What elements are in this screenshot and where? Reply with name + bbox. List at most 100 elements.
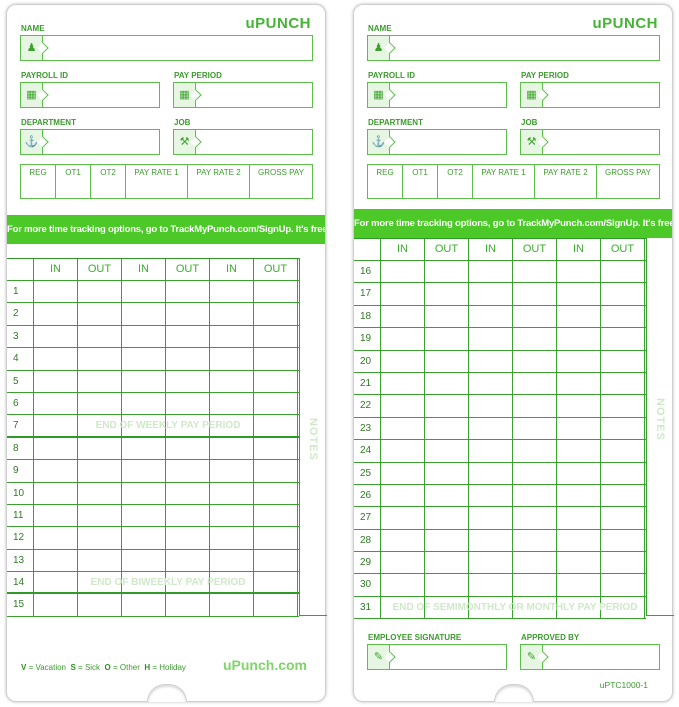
punch-cell[interactable] bbox=[34, 281, 78, 303]
punch-cell[interactable] bbox=[513, 596, 557, 619]
punch-cell[interactable] bbox=[513, 552, 557, 574]
punch-cell[interactable] bbox=[469, 305, 513, 328]
punch-cell[interactable] bbox=[78, 437, 122, 460]
punch-cell[interactable] bbox=[254, 437, 298, 460]
summary-cell[interactable]: OT1 bbox=[403, 165, 438, 198]
punch-cell[interactable] bbox=[557, 484, 601, 507]
employee-signature-field[interactable]: ✎ bbox=[367, 644, 507, 670]
punch-cell[interactable] bbox=[469, 574, 513, 596]
department-field[interactable]: ⚓ bbox=[20, 129, 160, 155]
punch-cell[interactable] bbox=[34, 549, 78, 572]
punch-cell[interactable] bbox=[254, 594, 298, 616]
punch-cell[interactable] bbox=[601, 261, 645, 283]
punch-cell[interactable] bbox=[513, 574, 557, 596]
punch-cell[interactable] bbox=[381, 574, 425, 596]
punch-cell[interactable] bbox=[210, 572, 254, 593]
punch-cell[interactable] bbox=[469, 507, 513, 529]
punch-cell[interactable] bbox=[557, 305, 601, 328]
punch-cell[interactable] bbox=[469, 372, 513, 395]
punch-cell[interactable] bbox=[166, 482, 210, 504]
punch-cell[interactable] bbox=[78, 572, 122, 593]
punch-cell[interactable] bbox=[425, 552, 469, 574]
punch-cell[interactable] bbox=[601, 552, 645, 574]
punch-cell[interactable] bbox=[254, 527, 298, 549]
punch-cell[interactable] bbox=[254, 325, 298, 348]
punch-cell[interactable] bbox=[381, 328, 425, 350]
punch-cell[interactable] bbox=[513, 440, 557, 462]
punch-cell[interactable] bbox=[469, 462, 513, 484]
punch-cell[interactable] bbox=[601, 305, 645, 328]
punch-cell[interactable] bbox=[469, 552, 513, 574]
punch-cell[interactable] bbox=[122, 348, 166, 370]
punch-cell[interactable] bbox=[469, 261, 513, 283]
punch-cell[interactable] bbox=[381, 484, 425, 507]
payroll-id-field[interactable]: ▦ bbox=[20, 82, 160, 108]
punch-cell[interactable] bbox=[166, 370, 210, 392]
punch-cell[interactable] bbox=[425, 283, 469, 305]
punch-cell[interactable] bbox=[166, 392, 210, 415]
punch-cell[interactable] bbox=[469, 529, 513, 552]
punch-cell[interactable] bbox=[210, 437, 254, 460]
punch-cell[interactable] bbox=[469, 395, 513, 417]
punch-cell[interactable] bbox=[210, 370, 254, 392]
pay-period-field[interactable]: ▦ bbox=[520, 82, 660, 108]
summary-cell[interactable]: PAY RATE 2 bbox=[188, 165, 250, 198]
punch-cell[interactable] bbox=[381, 529, 425, 552]
punch-cell[interactable] bbox=[425, 574, 469, 596]
punch-cell[interactable] bbox=[210, 504, 254, 527]
punch-cell[interactable] bbox=[425, 395, 469, 417]
punch-cell[interactable] bbox=[34, 504, 78, 527]
punch-cell[interactable] bbox=[254, 303, 298, 325]
punch-cell[interactable] bbox=[254, 549, 298, 572]
punch-cell[interactable] bbox=[513, 372, 557, 395]
punch-cell[interactable] bbox=[166, 549, 210, 572]
approved-by-field[interactable]: ✎ bbox=[520, 644, 660, 670]
punch-cell[interactable] bbox=[381, 305, 425, 328]
punch-cell[interactable] bbox=[254, 415, 298, 436]
summary-cell[interactable]: GROSS PAY bbox=[258, 168, 304, 177]
punch-cell[interactable] bbox=[122, 415, 166, 436]
punch-cell[interactable] bbox=[254, 482, 298, 504]
punch-cell[interactable] bbox=[210, 594, 254, 616]
punch-cell[interactable] bbox=[601, 596, 645, 619]
summary-cell[interactable]: PAY RATE 1 bbox=[473, 165, 535, 198]
punch-cell[interactable] bbox=[513, 529, 557, 552]
punch-cell[interactable] bbox=[381, 417, 425, 440]
punch-cell[interactable] bbox=[210, 460, 254, 482]
punch-cell[interactable] bbox=[254, 460, 298, 482]
punch-cell[interactable] bbox=[210, 527, 254, 549]
punch-cell[interactable] bbox=[34, 370, 78, 392]
website-link[interactable]: uPunch.com bbox=[222, 657, 307, 673]
punch-cell[interactable] bbox=[513, 507, 557, 529]
punch-cell[interactable] bbox=[425, 305, 469, 328]
punch-cell[interactable] bbox=[210, 415, 254, 436]
punch-cell[interactable] bbox=[122, 482, 166, 504]
punch-cell[interactable] bbox=[122, 370, 166, 392]
punch-cell[interactable] bbox=[601, 328, 645, 350]
punch-cell[interactable] bbox=[425, 440, 469, 462]
punch-cell[interactable] bbox=[381, 440, 425, 462]
punch-cell[interactable] bbox=[210, 392, 254, 415]
payroll-id-field[interactable]: ▦ bbox=[367, 82, 507, 108]
punch-cell[interactable] bbox=[469, 328, 513, 350]
punch-cell[interactable] bbox=[557, 596, 601, 619]
punch-cell[interactable] bbox=[34, 527, 78, 549]
punch-cell[interactable] bbox=[425, 596, 469, 619]
punch-cell[interactable] bbox=[78, 594, 122, 616]
punch-cell[interactable] bbox=[254, 348, 298, 370]
name-field[interactable]: ♟ bbox=[367, 35, 660, 61]
punch-cell[interactable] bbox=[469, 440, 513, 462]
punch-cell[interactable] bbox=[122, 392, 166, 415]
punch-cell[interactable] bbox=[210, 482, 254, 504]
punch-cell[interactable] bbox=[254, 392, 298, 415]
punch-cell[interactable] bbox=[34, 348, 78, 370]
punch-cell[interactable] bbox=[557, 440, 601, 462]
punch-cell[interactable] bbox=[34, 303, 78, 325]
punch-cell[interactable] bbox=[513, 261, 557, 283]
punch-cell[interactable] bbox=[557, 395, 601, 417]
punch-cell[interactable] bbox=[557, 462, 601, 484]
punch-cell[interactable] bbox=[601, 574, 645, 596]
punch-cell[interactable] bbox=[78, 392, 122, 415]
punch-cell[interactable] bbox=[601, 507, 645, 529]
punch-cell[interactable] bbox=[78, 527, 122, 549]
